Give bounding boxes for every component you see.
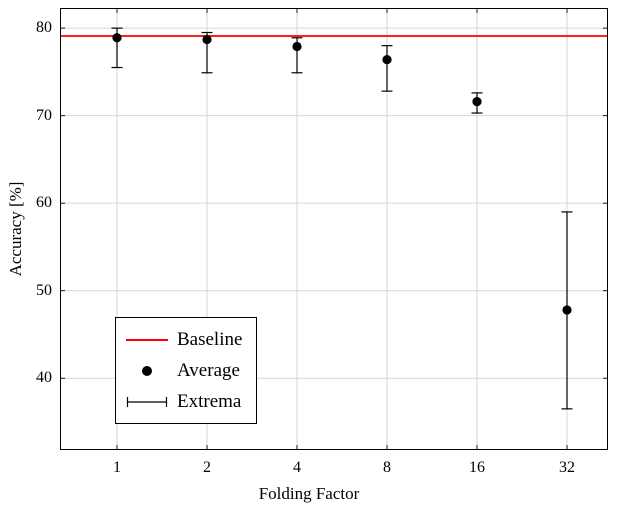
legend-item-baseline: Baseline <box>126 325 242 354</box>
data-point-average <box>292 41 302 52</box>
x-tick-label: 8 <box>383 459 391 476</box>
legend-label: Extrema <box>177 390 242 412</box>
x-axis-label: Folding Factor <box>258 484 360 503</box>
baseline-line-icon <box>126 338 168 341</box>
plot-area <box>60 8 608 450</box>
x-tick-label: 2 <box>203 459 211 476</box>
legend-label: Baseline <box>177 328 243 350</box>
extrema-errorbar-icon <box>126 395 168 409</box>
data-point-average <box>112 33 122 43</box>
legend: Baseline Average Extrema <box>115 317 258 424</box>
x-tick-label: 16 <box>469 459 485 476</box>
data-point-average <box>562 305 572 315</box>
legend-item-average: Average <box>126 356 242 385</box>
data-point-average <box>382 55 392 65</box>
data-point-average <box>202 34 212 45</box>
y-tick-label: 70 <box>36 106 52 124</box>
plot-frame <box>60 8 608 450</box>
average-dot-icon <box>126 365 168 376</box>
x-tick-label: 32 <box>559 459 575 476</box>
x-tick-label: 4 <box>293 459 301 476</box>
x-tick-label: 1 <box>113 459 121 476</box>
data-point-average <box>472 97 482 107</box>
legend-label: Average <box>177 359 240 381</box>
y-tick-label: 40 <box>36 369 52 387</box>
y-tick-label: 50 <box>36 281 52 299</box>
legend-item-extrema: Extrema <box>126 387 242 416</box>
y-tick-label: 80 <box>36 19 52 37</box>
y-tick-label: 60 <box>36 194 52 212</box>
